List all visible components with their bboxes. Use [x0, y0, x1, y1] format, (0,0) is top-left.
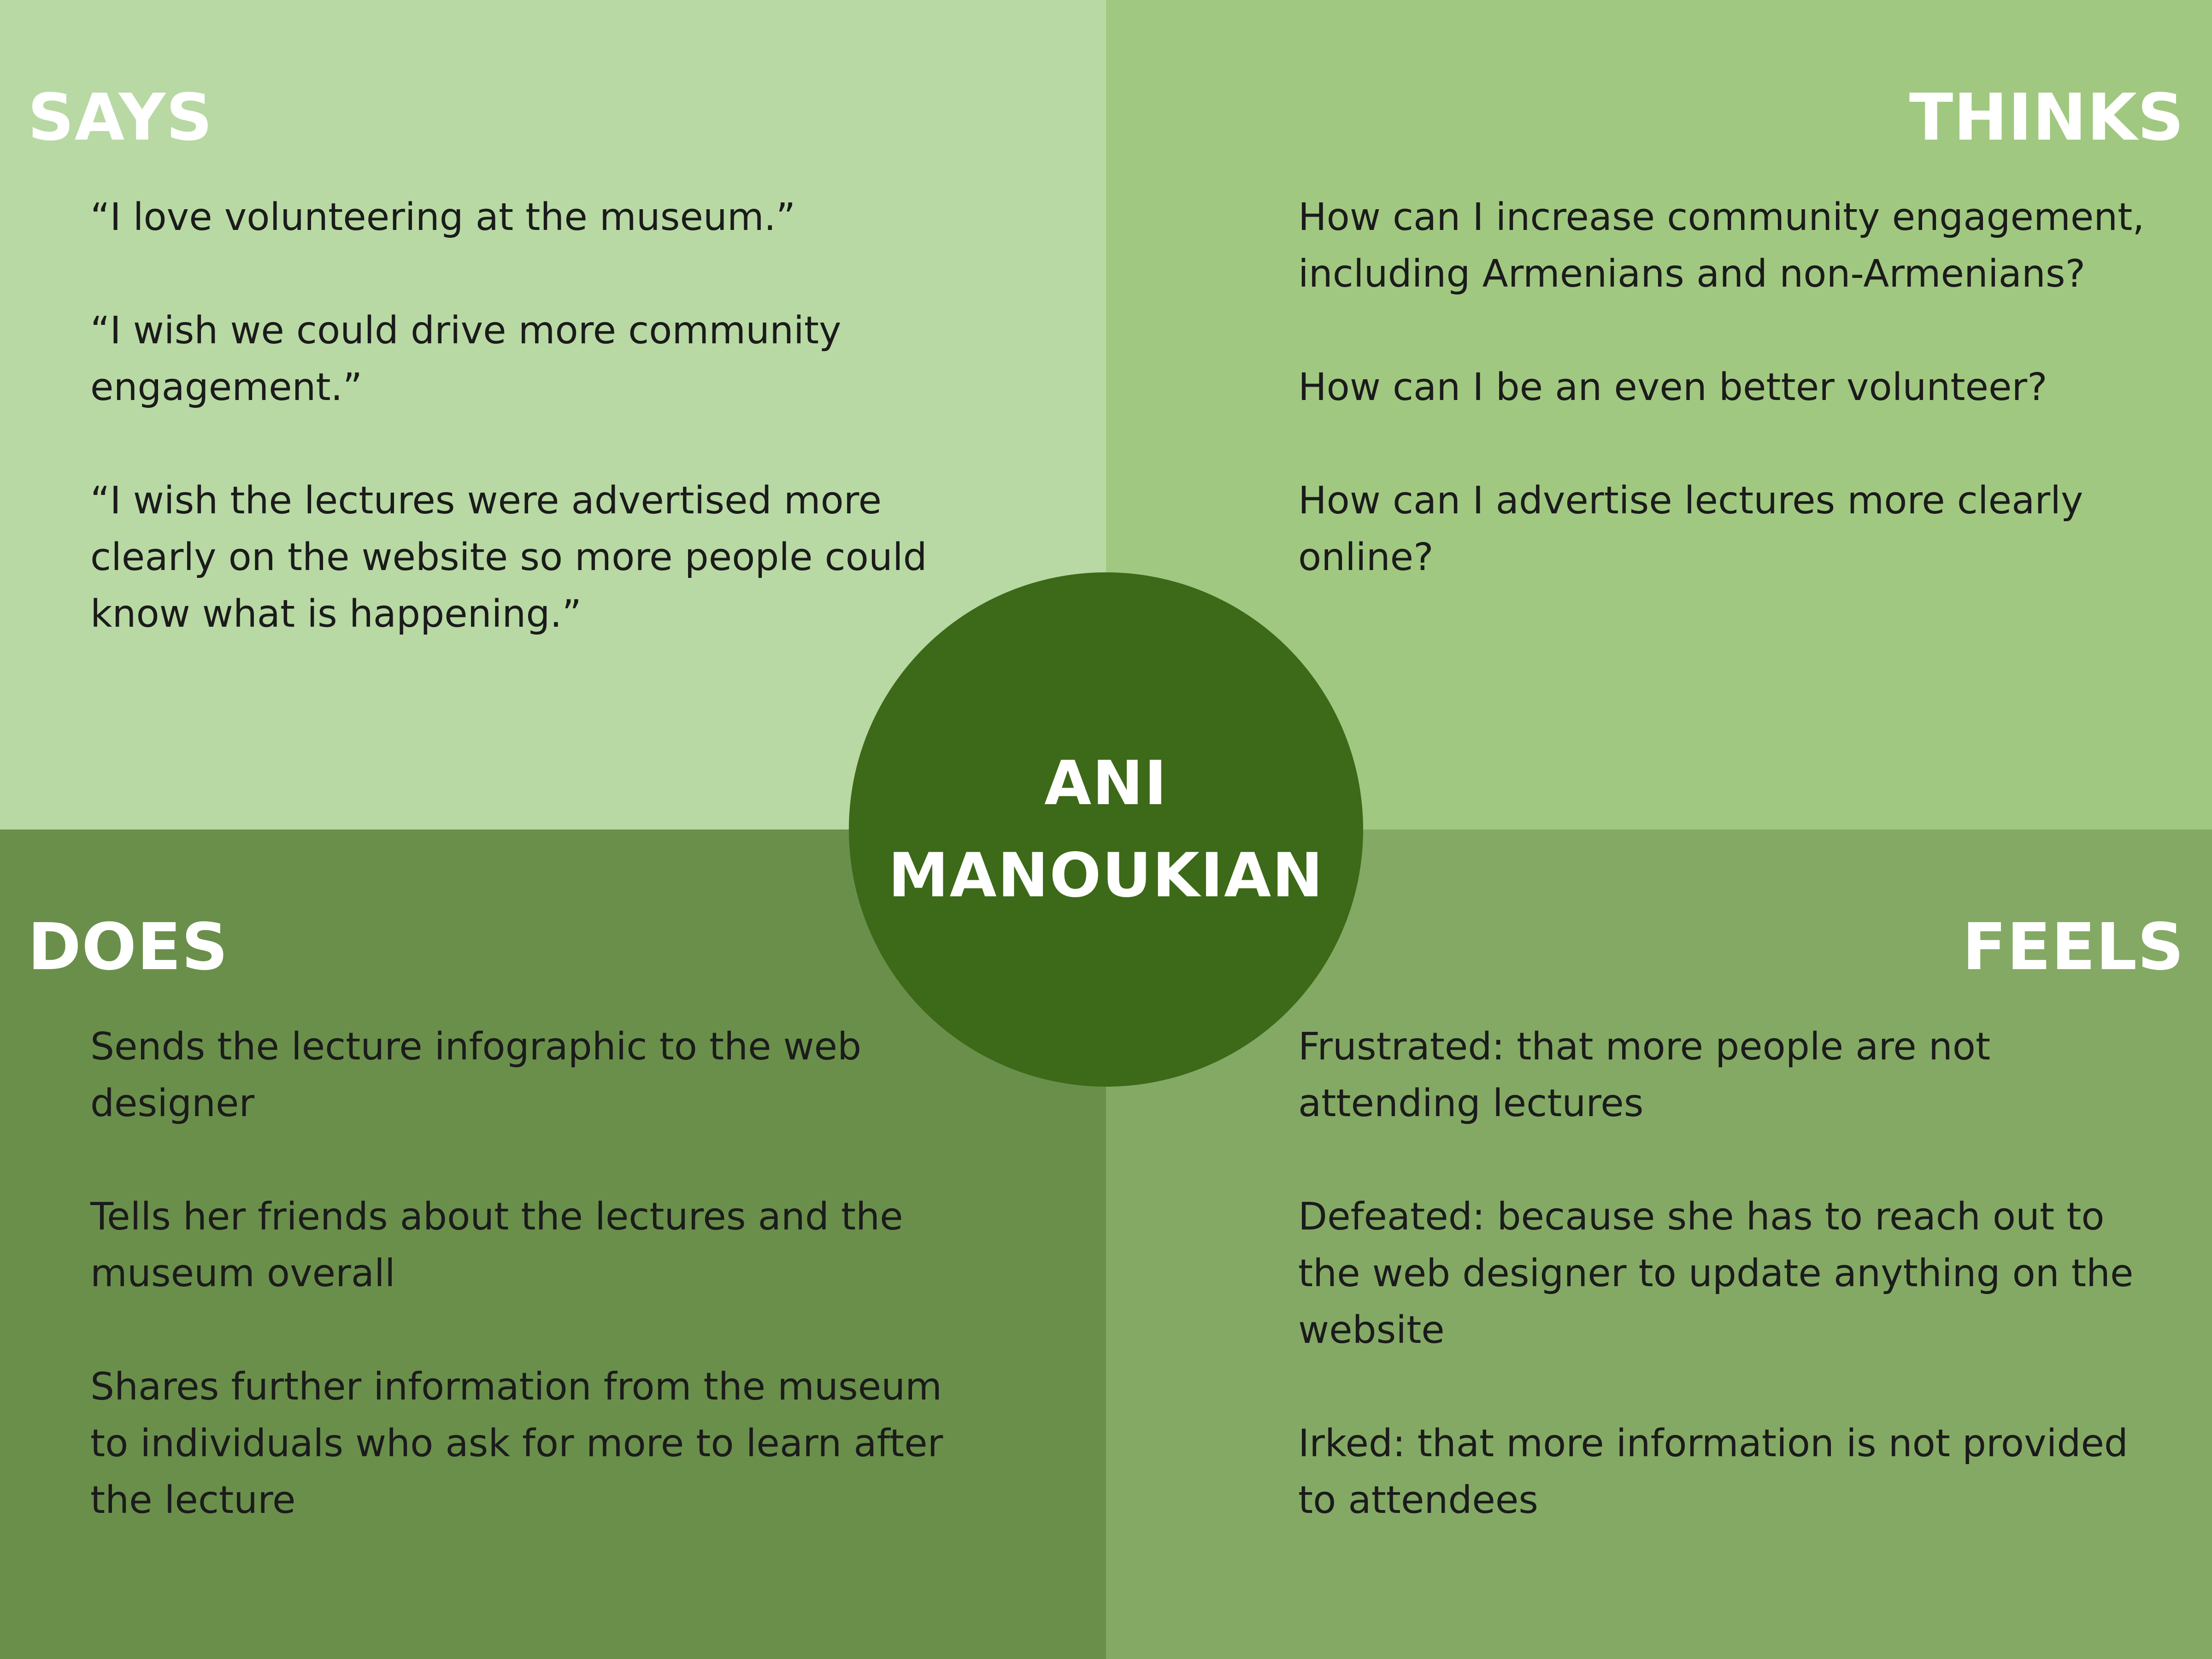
feels-heading: FEELS: [1962, 910, 2184, 985]
says-heading: SAYS: [28, 80, 213, 156]
persona-last-name: MANOUKIAN: [888, 840, 1324, 911]
thinks-list: How can I increase community engagement,…: [1298, 189, 2165, 642]
feels-list: Frustrated: that more people are not att…: [1298, 1018, 2165, 1585]
thinks-item: How can I be an even better volunteer?: [1298, 365, 2047, 409]
does-item: Sends the lecture infographic to the web…: [90, 1025, 862, 1125]
persona-circle: ANI MANOUKIAN: [849, 572, 1363, 1087]
thinks-heading: THINKS: [1909, 80, 2184, 156]
says-quadrant: SAYS “I love volunteering at the museum.…: [0, 0, 1106, 830]
feels-item: Defeated: because she has to reach out t…: [1298, 1195, 2134, 1352]
thinks-item: How can I advertise lectures more clearl…: [1298, 479, 2083, 579]
says-list: “I love volunteering at the museum.” “I …: [90, 189, 966, 699]
does-heading: DOES: [28, 910, 229, 985]
feels-item: Frustrated: that more people are not att…: [1298, 1025, 1991, 1125]
says-item: “I wish we could drive more community en…: [90, 309, 841, 409]
persona-first-name: ANI: [1044, 748, 1168, 819]
feels-item: Irked: that more information is not prov…: [1298, 1422, 2128, 1522]
does-item: Tells her friends about the lectures and…: [90, 1195, 903, 1295]
does-quadrant: DOES Sends the lecture infographic to th…: [0, 830, 1106, 1659]
does-list: Sends the lecture infographic to the web…: [90, 1018, 966, 1585]
does-item: Shares further information from the muse…: [90, 1365, 943, 1522]
says-item: “I wish the lectures were advertised mor…: [90, 479, 927, 636]
thinks-item: How can I increase community engagement,…: [1298, 195, 2145, 296]
says-item: “I love volunteering at the museum.”: [90, 195, 796, 239]
